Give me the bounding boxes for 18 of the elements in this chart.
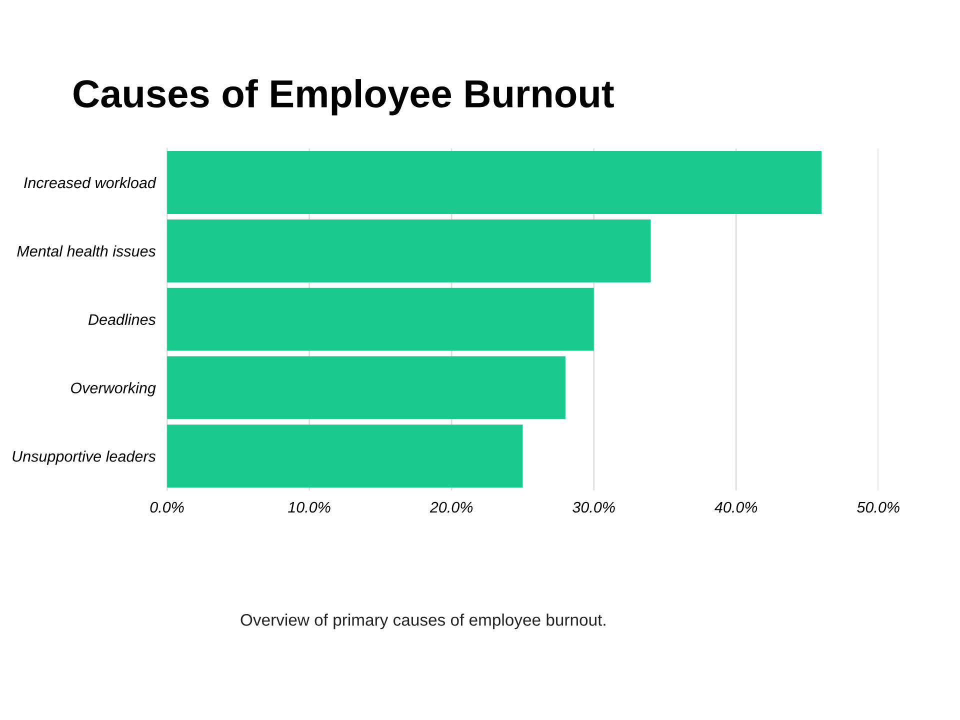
x-tick-label: 30.0%: [572, 502, 615, 513]
y-tick-label: Overworking: [71, 382, 156, 396]
x-tick-label: 20.0%: [430, 502, 473, 513]
x-tick-label: 40.0%: [714, 502, 758, 513]
bar: [167, 356, 566, 420]
text: Overview of primary causes of employee burnout.: [240, 614, 606, 630]
bar: [167, 219, 651, 282]
bar: [167, 288, 594, 351]
bar: [167, 424, 523, 488]
y-tick-label: Deadlines: [88, 314, 156, 326]
x-tick-label: 10.0%: [288, 502, 330, 513]
x-tick-label: 50.0%: [857, 502, 900, 513]
chart-title: Causes of Employee Burnout: [74, 79, 614, 116]
y-tick-label: Increased workload: [24, 176, 156, 188]
x-tick-label: 0.0%: [150, 502, 184, 513]
y-tick-label: Unsupportive leaders: [12, 450, 156, 465]
bar: [167, 151, 822, 214]
y-tick-label: Mental health issues: [17, 245, 156, 257]
